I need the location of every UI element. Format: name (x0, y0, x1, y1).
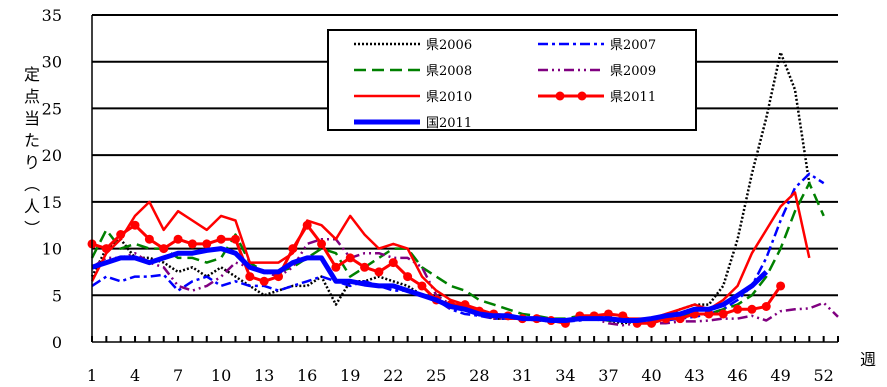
y-tick-label-0: 0 (52, 333, 62, 352)
y-axis-label-char: ） (22, 220, 41, 236)
y-tick-label-10: 10 (42, 240, 62, 259)
series-line-県2010 (90, 191, 811, 322)
y-axis-label-char: 当 (24, 109, 40, 128)
y-axis-label-char: り (24, 153, 40, 172)
y-tick-label-20: 20 (42, 146, 62, 165)
y-tick-label-5: 5 (52, 286, 62, 305)
legend: 県2006 県2007 県2008 県2009 県2010 県2011 国2011 (327, 29, 697, 131)
y-axis-label-char: 人 (24, 197, 40, 216)
legend-marker-県2011 (555, 91, 565, 101)
series-point-県2011 (317, 239, 327, 249)
series-point-県2011 (245, 272, 255, 282)
series-point-県2011 (302, 220, 312, 230)
series-line-県2011 (91, 223, 782, 325)
y-tick-label-15: 15 (42, 193, 62, 212)
series-point-県2011 (747, 304, 757, 314)
series-line-県2009 (91, 237, 839, 327)
x-tick-label-40: 40 (641, 366, 661, 383)
series-point-県2011 (388, 258, 398, 268)
series-point-県2011 (216, 234, 226, 244)
y-tick-label-30: 30 (42, 53, 62, 72)
y-axis-label-char: 点 (24, 87, 40, 106)
x-tick-label-25: 25 (426, 366, 446, 383)
series-line-県2006 (90, 51, 811, 325)
x-tick-label-28: 28 (469, 366, 489, 383)
series-point-県2011 (733, 304, 743, 314)
x-tick-label-10: 10 (211, 366, 231, 383)
series-point-県2011 (259, 276, 269, 286)
series-point-県2011 (159, 244, 169, 254)
series-point-県2011 (130, 220, 140, 230)
x-tick-label-16: 16 (297, 366, 317, 383)
y-axis-label-char: （ (22, 176, 41, 192)
legend-box (327, 29, 697, 131)
legend-marker-県2011 (577, 91, 587, 101)
x-tick-label-46: 46 (727, 366, 747, 383)
series-point-県2011 (417, 281, 427, 291)
x-tick-label-4: 4 (130, 366, 140, 383)
series-point-県2011 (202, 239, 212, 249)
series-point-県2011 (230, 234, 240, 244)
y-tick-label-35: 35 (42, 6, 62, 25)
x-tick-label-43: 43 (684, 366, 704, 383)
legend-label-県2008: 県2008 (426, 64, 472, 79)
series-point-県2011 (761, 301, 771, 311)
series-point-県2011 (345, 253, 355, 263)
series-point-県2011 (360, 262, 370, 272)
x-tick-label-1: 1 (87, 366, 97, 383)
series-point-県2011 (144, 234, 154, 244)
x-tick-label-19: 19 (340, 366, 360, 383)
series-point-県2011 (403, 272, 413, 282)
x-tick-label-37: 37 (598, 366, 618, 383)
x-tick-label-52: 52 (813, 366, 833, 383)
axes: 0 5 10 15 20 25 30 35 1 4 7 10 13 16 19 22 25 28 31 34 37 40 4… (42, 6, 839, 385)
x-axis-label: 週 (860, 350, 876, 369)
series-point-県2011 (288, 244, 298, 254)
series-point-県2011 (331, 262, 341, 272)
x-tick-label-49: 49 (770, 366, 790, 383)
x-tick-label-7: 7 (173, 366, 183, 383)
y-tick-label-25: 25 (42, 99, 62, 118)
series-point-県2011 (187, 239, 197, 249)
series-point-県2011 (718, 309, 728, 319)
legend-label-国2011: 国2011 (426, 116, 472, 131)
series-point-県2011 (374, 267, 384, 277)
x-tick-label-34: 34 (555, 366, 575, 383)
legend-label-県2009: 県2009 (610, 64, 656, 79)
series-line-国2011 (91, 246, 769, 323)
series-lines (87, 51, 839, 328)
x-tick-label-22: 22 (383, 366, 403, 383)
series-point-県2011 (101, 244, 111, 254)
legend-label-県2011: 県2011 (610, 90, 656, 105)
y-axis-label-char: 定 (24, 65, 40, 84)
series-point-県2011 (776, 281, 786, 291)
legend-label-県2010: 県2010 (426, 90, 472, 105)
legend-label-県2006: 県2006 (426, 38, 472, 53)
x-tick-label-13: 13 (254, 366, 274, 383)
series-point-県2011 (116, 230, 126, 240)
x-tick-label-31: 31 (512, 366, 532, 383)
legend-label-県2007: 県2007 (610, 38, 656, 53)
series-point-県2011 (173, 234, 183, 244)
y-axis-label-char: た (24, 131, 40, 150)
